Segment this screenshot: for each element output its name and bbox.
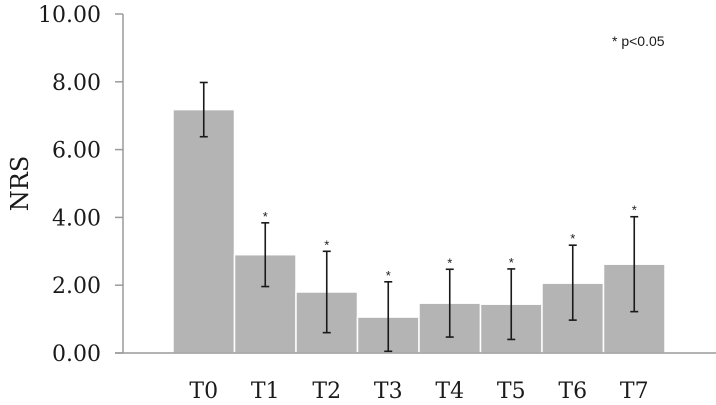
y-tick-label: 2.00 [52, 274, 101, 299]
significance-mark-t1: * [263, 209, 268, 224]
y-tick-label: 0.00 [52, 342, 101, 367]
axes-layer [115, 14, 716, 354]
significance-mark-t2: * [324, 237, 329, 252]
significance-mark-t6: * [570, 231, 575, 246]
y-axis-label: NRS [6, 156, 34, 212]
x-tick-label-t5: T5 [497, 379, 526, 404]
significance-marks-layer: * * * * * * * [263, 203, 637, 283]
significance-mark-t4: * [447, 255, 452, 270]
x-tick-label-t3: T3 [374, 379, 403, 404]
significance-mark-t3: * [386, 268, 391, 283]
y-tick-label: 4.00 [52, 206, 101, 231]
y-tick-label: 10.00 [38, 3, 101, 28]
error-bars-layer [199, 81, 639, 353]
y-tick-label: 6.00 [52, 139, 101, 164]
x-tick-label-t6: T6 [558, 379, 587, 404]
bar-t0 [172, 108, 236, 354]
x-tick-label-t4: T4 [435, 379, 464, 404]
y-axis-ticks: 0.00 2.00 4.00 6.00 8.00 10.00 [38, 3, 123, 367]
significance-annotation: * p<0.05 [612, 33, 665, 49]
significance-mark-t7: * [632, 203, 637, 218]
x-tick-label-t0: T0 [189, 379, 218, 404]
y-tick-label: 8.00 [52, 71, 101, 96]
x-tick-label-t7: T7 [620, 379, 649, 404]
bars-layer [172, 108, 666, 354]
x-tick-label-t2: T2 [312, 379, 341, 404]
x-axis-ticks: T0 T1 T2 T3 T4 T5 T6 T7 [189, 379, 648, 404]
x-tick-label-t1: T1 [251, 379, 280, 404]
significance-mark-t5: * [509, 255, 514, 270]
